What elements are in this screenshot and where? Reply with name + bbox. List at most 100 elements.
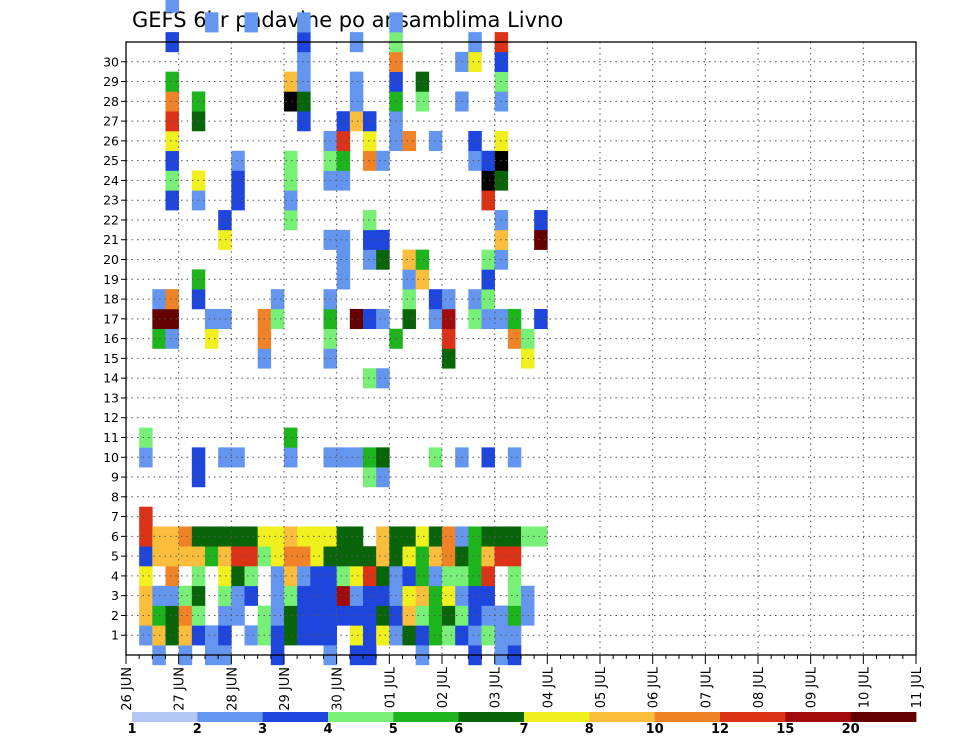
x-tick-label: 10 JUL — [857, 666, 872, 708]
heatmap-cell — [284, 170, 298, 191]
heatmap-cell — [402, 289, 416, 310]
heatmap-cell — [415, 269, 430, 290]
heatmap-cell — [310, 526, 324, 547]
heatmap-cell — [428, 605, 443, 626]
heatmap-cell — [178, 526, 193, 547]
heatmap-cell — [534, 308, 548, 330]
heatmap-cell — [284, 546, 298, 567]
colorbar-label: 4 — [323, 722, 332, 737]
colorbar-swatch — [262, 712, 329, 722]
heatmap-cell — [363, 585, 377, 606]
y-tick-label: 8 — [111, 489, 119, 504]
heatmap-cell — [363, 150, 377, 171]
heatmap-cell — [363, 210, 377, 231]
heatmap-cell — [376, 447, 390, 468]
heatmap-cell — [349, 526, 364, 547]
y-tick-label: 26 — [103, 133, 119, 148]
heatmap-cell — [218, 566, 232, 587]
heatmap-cell — [336, 605, 351, 626]
heatmap-cell — [178, 605, 193, 626]
heatmap-cell — [244, 526, 258, 547]
y-tick-label: 29 — [103, 74, 119, 89]
heatmap-cell — [284, 190, 298, 211]
heatmap-cell — [165, 289, 179, 310]
heatmap-cell — [165, 130, 179, 152]
heatmap-cell — [231, 605, 245, 626]
heatmap-cell — [428, 566, 443, 587]
heatmap-cell — [402, 605, 416, 626]
x-tick-label: 01 JUL — [383, 666, 398, 708]
heatmap-cell — [297, 12, 311, 33]
heatmap-cell — [363, 546, 377, 567]
y-tick-label: 16 — [103, 331, 119, 346]
y-tick-label: 12 — [103, 410, 119, 425]
colorbar-label: 3 — [258, 722, 267, 737]
heatmap-cell — [310, 625, 324, 646]
heatmap-cell — [310, 566, 324, 587]
heatmap-cell — [481, 269, 495, 290]
heatmap-cell — [284, 566, 298, 587]
heatmap-cell — [297, 71, 311, 92]
x-tick-label: 29 JUN — [278, 667, 293, 711]
y-tick-label: 15 — [103, 351, 119, 366]
heatmap-cell — [363, 308, 377, 330]
heatmap-cell — [310, 546, 324, 567]
colorbar-swatch — [850, 712, 917, 722]
heatmap-cell — [415, 605, 430, 626]
heatmap-cell — [284, 91, 298, 112]
heatmap-cell — [336, 229, 351, 250]
colorbar-swatch — [654, 712, 721, 722]
heatmap-cell — [231, 447, 245, 468]
x-tick-label: 11 JUL — [910, 666, 925, 708]
heatmap-cell — [442, 605, 456, 626]
heatmap-cell — [284, 447, 298, 468]
y-tick-label: 6 — [111, 529, 119, 544]
heatmap-cell — [415, 249, 430, 270]
heatmap-cell — [363, 625, 377, 646]
heatmap-cell — [376, 625, 390, 646]
heatmap-cell — [336, 585, 351, 606]
heatmap-cell — [428, 447, 443, 468]
y-tick-label: 18 — [103, 292, 119, 307]
heatmap-cell — [376, 150, 390, 171]
heatmap-cell — [218, 308, 232, 330]
heatmap-cell — [415, 91, 430, 112]
heatmap-cell — [363, 566, 377, 587]
colorbar-swatch — [132, 712, 198, 722]
colorbar-label: 1 — [127, 722, 136, 737]
heatmap-cell — [310, 585, 324, 606]
colorbar-label: 15 — [776, 722, 794, 737]
heatmap-cell — [389, 12, 403, 33]
heatmap-cell — [139, 526, 153, 547]
colorbar: 1 2 3 4 5 6 7 8 10 12 15 20 — [127, 712, 917, 737]
heatmap-cell — [481, 170, 495, 191]
heatmap-cell — [468, 546, 482, 567]
heatmap-cell — [415, 585, 430, 606]
heatmap-cell — [468, 605, 482, 626]
y-tick-label: 17 — [103, 311, 119, 326]
heatmap-cell — [481, 566, 495, 587]
heatmap-cell — [376, 585, 390, 606]
heatmap-cell — [428, 625, 443, 646]
y-tick-label: 23 — [103, 193, 119, 208]
heatmap-cell — [165, 566, 179, 587]
chart-title: GEFS 6hr padavine po ansamblima Livno — [132, 8, 563, 32]
heatmap-cell — [165, 585, 179, 606]
heatmap-cell — [363, 447, 377, 468]
heatmap-cell — [139, 585, 153, 606]
heatmap-cell — [231, 566, 245, 587]
heatmap-cell — [205, 328, 219, 349]
heatmap-cell — [284, 150, 298, 171]
heatmap-cell — [205, 526, 219, 547]
heatmap-cell — [428, 308, 443, 330]
heatmap-cell — [534, 526, 548, 547]
heatmap-cell — [481, 605, 495, 626]
heatmap-cell — [270, 585, 285, 606]
y-tick-label: 9 — [111, 470, 119, 485]
heatmap-cell — [402, 546, 416, 567]
y-tick-label: 10 — [103, 450, 119, 465]
heatmap-cell — [468, 308, 482, 330]
heatmap-cell — [218, 605, 232, 626]
heatmap-cell — [468, 526, 482, 547]
heatmap-cell — [349, 308, 364, 330]
